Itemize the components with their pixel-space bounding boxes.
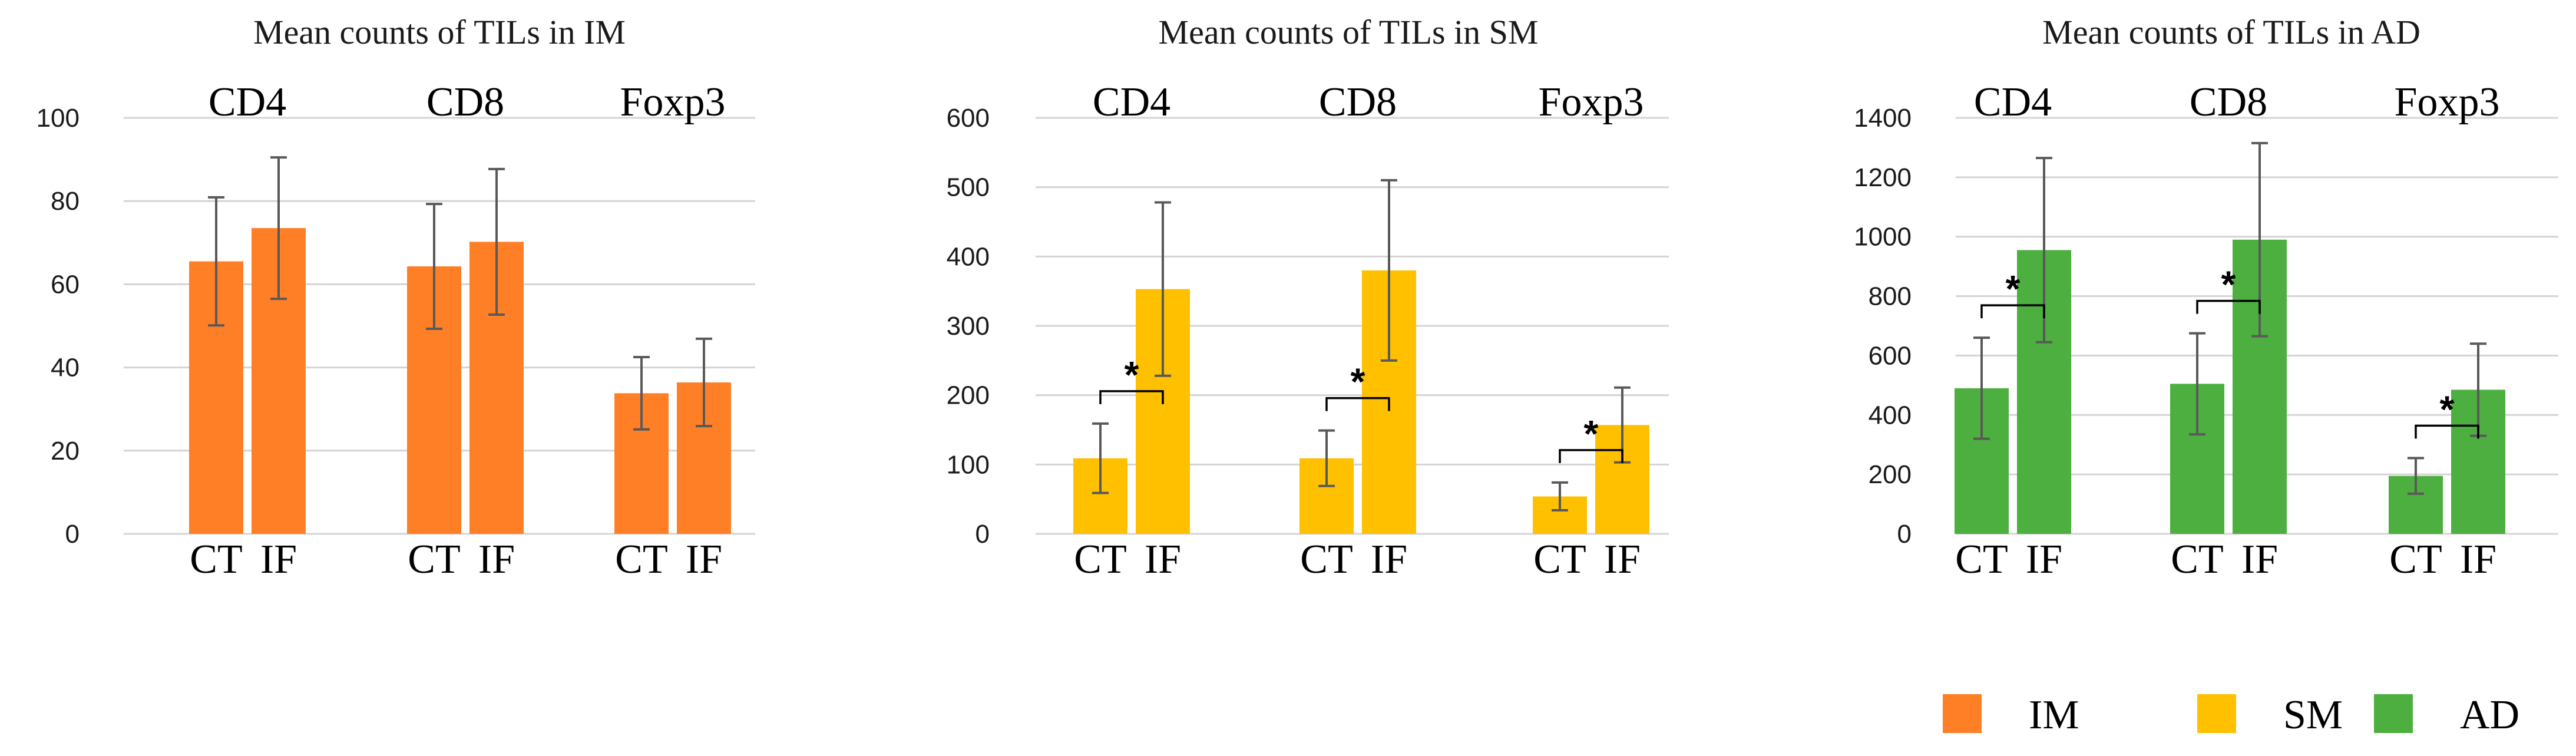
category-label: IF	[2460, 537, 2496, 582]
chart-im: Mean counts of TILs in IM 0 20 40 60 80 100 CD4…	[37, 13, 755, 582]
significance-star: *	[1351, 361, 1365, 403]
category-label: CT	[1074, 537, 1126, 582]
y-tick-label: 1400	[1854, 104, 1912, 133]
category-label: CT	[1955, 537, 2008, 582]
y-tick-label: 60	[51, 270, 80, 299]
group-label: CD8	[1319, 80, 1397, 125]
significance-star: *	[2440, 388, 2455, 430]
group-label: Foxp3	[2395, 80, 2500, 125]
significance-bracket	[1325, 397, 1390, 411]
significance-bracket	[2196, 299, 2261, 314]
legend-label: AD	[2460, 692, 2519, 738]
y-tick-label: 300	[947, 312, 990, 341]
category-label: CT	[190, 537, 242, 582]
category-label: CT	[615, 537, 667, 582]
legend-swatch	[2374, 694, 2413, 733]
category-label: CT	[2389, 537, 2442, 582]
y-tick-label: 400	[1869, 401, 1912, 430]
y-tick-label: 800	[1869, 282, 1912, 311]
category-label: IF	[478, 537, 515, 582]
category-label: CT	[1533, 537, 1586, 582]
significance-bracket	[2415, 424, 2479, 439]
significance-star: *	[1584, 412, 1599, 455]
y-tick-label: 0	[975, 520, 990, 549]
y-tick-label: 400	[947, 242, 990, 271]
y-tick-label: 100	[947, 450, 990, 479]
legend-label: IM	[2029, 692, 2079, 738]
chart-sm: Mean counts of TILs in SM 0 100 200 300 400 50…	[947, 13, 1669, 582]
group-label: CD4	[209, 80, 286, 125]
category-label: IF	[2241, 537, 2278, 582]
legend-swatch	[1943, 694, 1982, 733]
group-label: CD8	[2190, 80, 2267, 125]
y-tick-label: 500	[947, 173, 990, 202]
legend-swatch	[2197, 694, 2236, 733]
chart-title: Mean counts of TILs in SM	[1159, 13, 1539, 51]
y-tick-label: 0	[65, 520, 80, 549]
y-tick-label: 80	[51, 187, 80, 216]
significance-bracket	[1980, 304, 2045, 319]
group-label: CD4	[1974, 80, 2052, 125]
category-label: IF	[1371, 537, 1407, 582]
category-label: CT	[1300, 537, 1353, 582]
chart-title: Mean counts of TILs in AD	[2042, 13, 2420, 51]
significance-star: *	[2221, 263, 2236, 306]
y-tick-label: 200	[947, 381, 990, 410]
y-tick-label: 600	[947, 104, 990, 133]
category-label: IF	[686, 537, 722, 582]
chart-ad: Mean counts of TILs in AD 0 200 400 600 800 10…	[1854, 13, 2558, 582]
significance-bracket	[1099, 390, 1164, 404]
category-label: CT	[408, 537, 460, 582]
group-label: CD8	[426, 80, 504, 125]
group-label: Foxp3	[1539, 80, 1644, 125]
y-tick-label: 200	[1869, 460, 1912, 489]
chart-title: Mean counts of TILs in IM	[253, 13, 626, 51]
significance-star: *	[1125, 354, 1139, 396]
category-label: CT	[2171, 537, 2223, 582]
y-tick-label: 1200	[1854, 163, 1912, 192]
legend: IM SM AD	[1943, 692, 2519, 738]
category-label: IF	[260, 537, 297, 582]
y-tick-label: 20	[51, 437, 80, 466]
y-tick-label: 1000	[1854, 223, 1912, 252]
category-label: IF	[2026, 537, 2062, 582]
legend-label: SM	[2283, 692, 2343, 738]
significance-bracket	[1559, 449, 1623, 463]
group-label: CD4	[1093, 80, 1170, 125]
y-tick-label: 0	[1897, 520, 1912, 549]
y-tick-label: 600	[1869, 341, 1912, 370]
y-tick-label: 40	[51, 354, 80, 382]
category-label: IF	[1604, 537, 1641, 582]
y-tick-label: 100	[37, 104, 80, 133]
group-label: Foxp3	[620, 80, 726, 125]
category-label: IF	[1145, 537, 1181, 582]
significance-star: *	[2006, 268, 2021, 310]
